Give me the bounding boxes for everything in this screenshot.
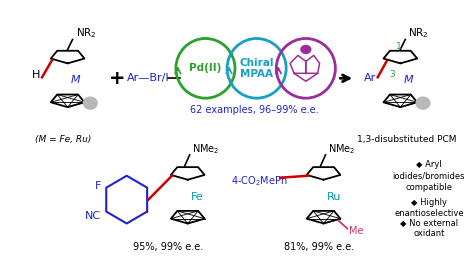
Text: (M = Fe, Ru): (M = Fe, Ru) bbox=[35, 135, 91, 144]
Text: ◆ Aryl
iodides/bromides
compatible: ◆ Aryl iodides/bromides compatible bbox=[392, 160, 465, 192]
Text: F: F bbox=[95, 181, 101, 191]
Ellipse shape bbox=[83, 97, 97, 109]
Text: 1: 1 bbox=[395, 42, 401, 51]
Text: Ar: Ar bbox=[364, 73, 376, 83]
Text: NR$_2$: NR$_2$ bbox=[75, 27, 96, 41]
Text: 81%, 99% e.e.: 81%, 99% e.e. bbox=[283, 242, 354, 252]
Text: Ar—Br/I: Ar—Br/I bbox=[127, 73, 170, 83]
Text: H: H bbox=[32, 70, 40, 80]
Text: ◆ No external
oxidant: ◆ No external oxidant bbox=[400, 217, 458, 238]
Text: NMe$_2$: NMe$_2$ bbox=[191, 142, 219, 156]
Text: 95%, 99% e.e.: 95%, 99% e.e. bbox=[133, 242, 203, 252]
Text: +: + bbox=[109, 69, 125, 88]
Text: M: M bbox=[71, 75, 80, 85]
Text: 3: 3 bbox=[390, 70, 395, 79]
Text: Me: Me bbox=[349, 227, 364, 236]
Text: MPAA: MPAA bbox=[240, 69, 273, 79]
Text: NC: NC bbox=[85, 211, 101, 221]
Text: Ru: Ru bbox=[327, 192, 341, 202]
Text: ◆ Highly
enantioselective: ◆ Highly enantioselective bbox=[394, 198, 464, 219]
Text: NR$_2$: NR$_2$ bbox=[408, 27, 429, 41]
Text: Pd(II): Pd(II) bbox=[189, 63, 222, 73]
Text: NMe$_2$: NMe$_2$ bbox=[328, 142, 355, 156]
Text: Chiral: Chiral bbox=[239, 58, 274, 68]
Text: M: M bbox=[403, 75, 413, 85]
Text: 62 examples, 96–99% e.e.: 62 examples, 96–99% e.e. bbox=[191, 105, 319, 115]
Ellipse shape bbox=[301, 45, 311, 53]
Text: 1,3-disubstituted PCM: 1,3-disubstituted PCM bbox=[357, 135, 457, 144]
Ellipse shape bbox=[416, 97, 430, 109]
Text: Fe: Fe bbox=[191, 192, 203, 202]
Text: 4-CO$_2$MePh: 4-CO$_2$MePh bbox=[231, 174, 288, 188]
